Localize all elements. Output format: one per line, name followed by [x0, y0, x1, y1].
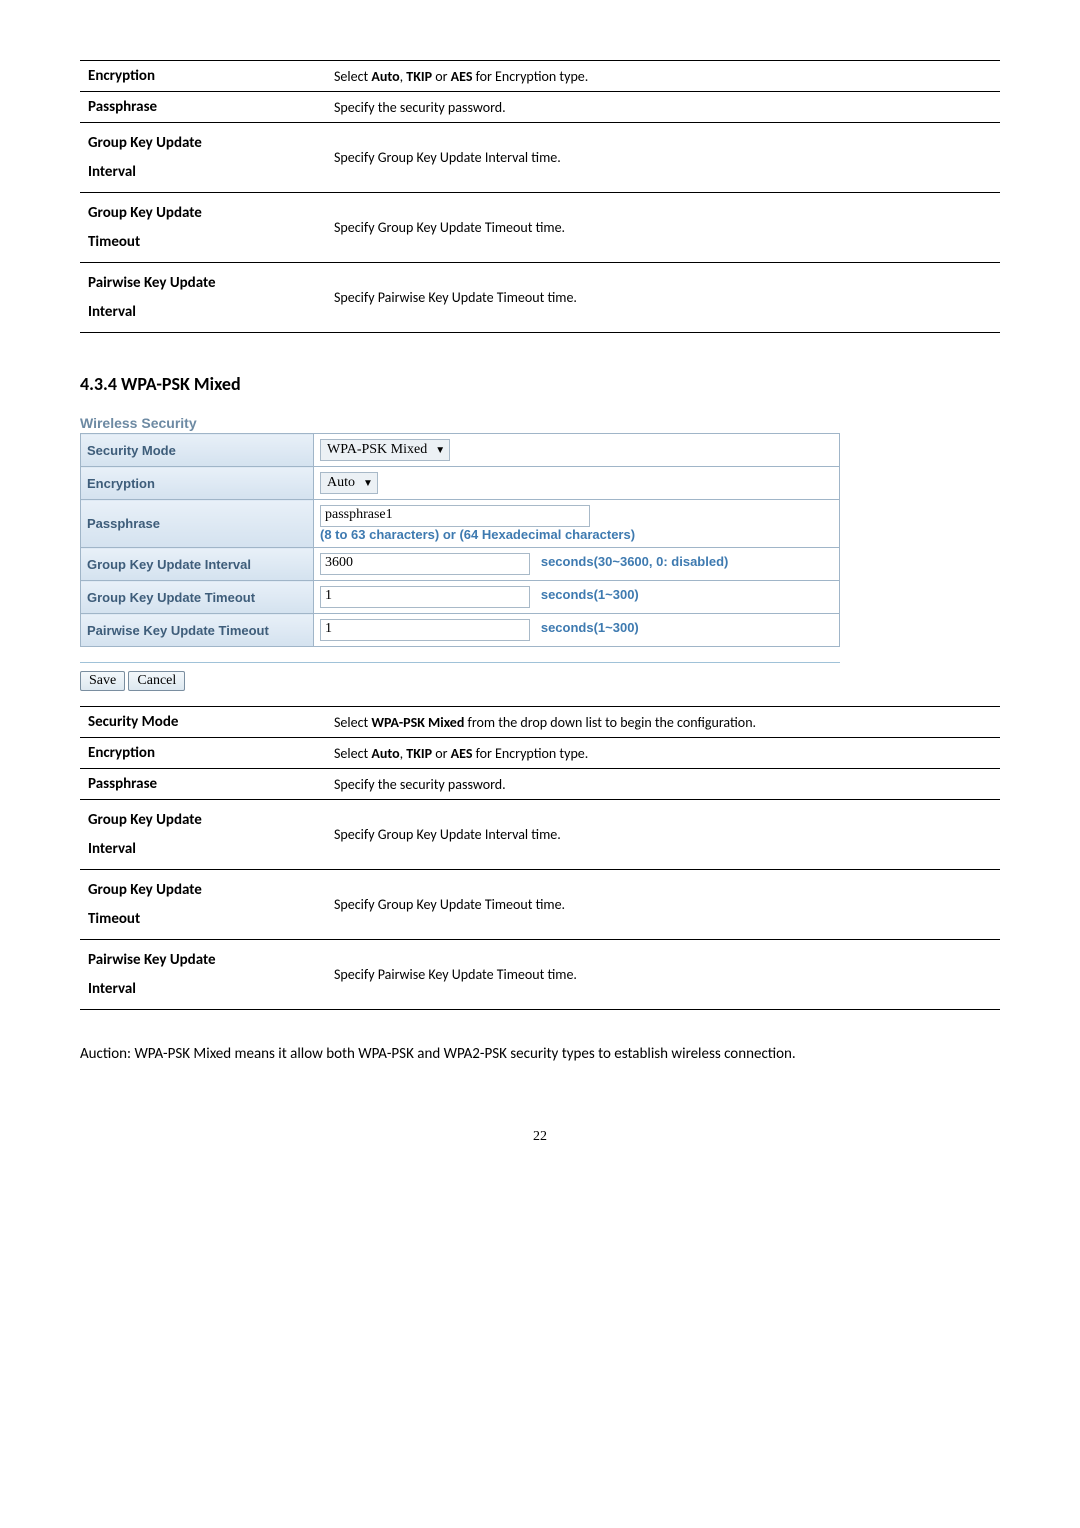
row-desc: Specify the security password. [326, 769, 1000, 800]
row-desc: Specify the security password. [326, 92, 1000, 123]
row-label: Pairwise Key UpdateInterval [80, 263, 326, 333]
row-desc: Select WPA-PSK Mixed from the drop down … [326, 707, 1000, 738]
row-desc: Specify Pairwise Key Update Timeout time… [326, 940, 1000, 1010]
row-label: Group Key UpdateInterval [80, 800, 326, 870]
encryption-label: Encryption [81, 467, 314, 500]
gku-timeout-input[interactable]: 1 [320, 586, 530, 608]
divider [80, 662, 840, 663]
row-desc: Specify Group Key Update Timeout time. [326, 870, 1000, 940]
passphrase-help: (8 to 63 characters) or (64 Hexadecimal … [320, 527, 833, 542]
description-table-1: Encryption Select Auto, TKIP or AES for … [80, 60, 1000, 333]
description-table-2: Security Mode Select WPA-PSK Mixed from … [80, 706, 1000, 1010]
row-desc: Specify Group Key Update Timeout time. [326, 193, 1000, 263]
row-label: Passphrase [80, 92, 326, 123]
chevron-down-icon: ▼ [363, 478, 373, 489]
passphrase-label: Passphrase [81, 500, 314, 548]
pku-timeout-label: Pairwise Key Update Timeout [81, 614, 314, 647]
row-desc: Specify Pairwise Key Update Timeout time… [326, 263, 1000, 333]
row-desc: Specify Group Key Update Interval time. [326, 800, 1000, 870]
row-desc: Specify Group Key Update Interval time. [326, 123, 1000, 193]
row-label: Encryption [80, 61, 326, 92]
row-desc: Select Auto, TKIP or AES for Encryption … [326, 738, 1000, 769]
gku-timeout-label: Group Key Update Timeout [81, 581, 314, 614]
wireless-security-table: Security Mode WPA-PSK Mixed ▼ Encryption… [80, 433, 840, 647]
pku-timeout-input[interactable]: 1 [320, 619, 530, 641]
pku-timeout-help: seconds(1~300) [541, 620, 639, 635]
button-row: Save Cancel [80, 671, 1000, 691]
row-label: Group Key UpdateInterval [80, 123, 326, 193]
cancel-button[interactable]: Cancel [128, 671, 185, 691]
row-label: Group Key UpdateTimeout [80, 193, 326, 263]
auction-note: Auction: WPA-PSK Mixed means it allow bo… [80, 1040, 1000, 1069]
save-button[interactable]: Save [80, 671, 125, 691]
row-label: Passphrase [80, 769, 326, 800]
row-label: Pairwise Key UpdateInterval [80, 940, 326, 1010]
page-number: 22 [80, 1129, 1000, 1145]
gku-interval-label: Group Key Update Interval [81, 548, 314, 581]
row-label: Group Key UpdateTimeout [80, 870, 326, 940]
gku-timeout-help: seconds(1~300) [541, 587, 639, 602]
gku-interval-input[interactable]: 3600 [320, 553, 530, 575]
row-desc: Select Auto, TKIP or AES for Encryption … [326, 61, 1000, 92]
gku-interval-help: seconds(30~3600, 0: disabled) [541, 554, 729, 569]
passphrase-input[interactable]: passphrase1 [320, 505, 590, 527]
row-label: Encryption [80, 738, 326, 769]
section-heading: 4.3.4 WPA-PSK Mixed [80, 373, 1000, 395]
wireless-security-title: Wireless Security [80, 415, 1000, 431]
security-mode-label: Security Mode [81, 434, 314, 467]
encryption-select[interactable]: Auto ▼ [320, 472, 378, 494]
chevron-down-icon: ▼ [435, 445, 445, 456]
row-label: Security Mode [80, 707, 326, 738]
security-mode-select[interactable]: WPA-PSK Mixed ▼ [320, 439, 450, 461]
